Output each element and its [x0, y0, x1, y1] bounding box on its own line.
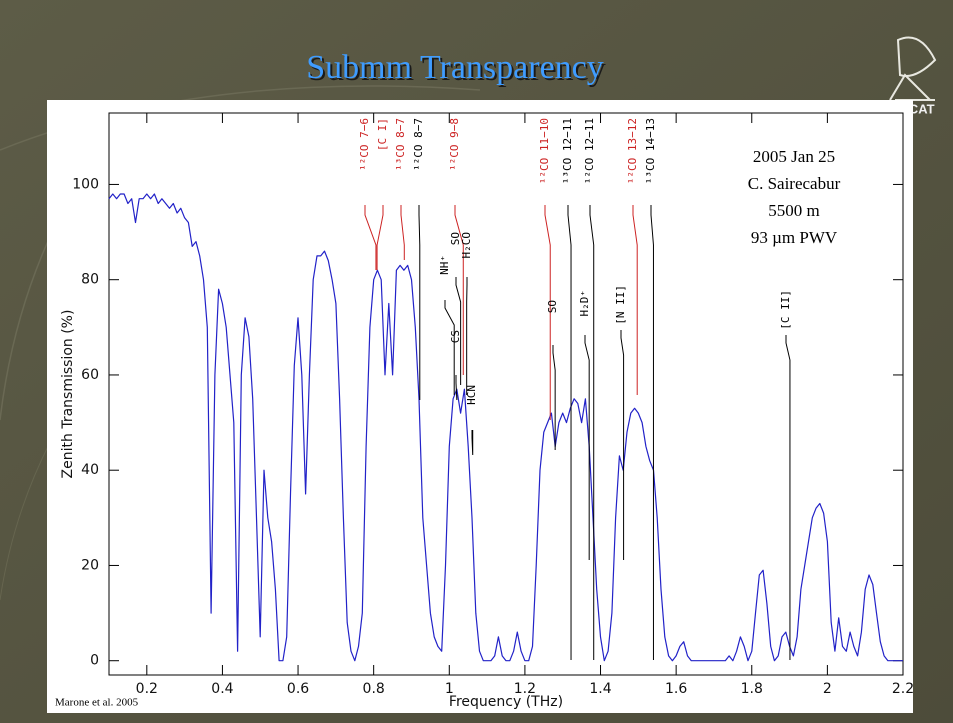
line-label: CS	[449, 330, 462, 343]
line-marker	[455, 375, 458, 401]
line-label: [C I]	[376, 118, 389, 151]
line-label: H₂D⁺	[578, 290, 591, 317]
y-tick-label: 60	[81, 367, 99, 383]
line-label: ¹³CO 12−11	[561, 118, 574, 184]
line-label: ¹²CO 7−6	[358, 118, 371, 171]
x-tick-label: 2.2	[892, 681, 914, 697]
y-tick-label: 80	[81, 272, 99, 288]
plot-frame	[108, 112, 904, 676]
line-marker	[418, 205, 421, 400]
x-tick-label: 2	[823, 681, 832, 697]
line-marker	[471, 430, 474, 456]
line-marker	[589, 205, 595, 660]
line-marker	[455, 277, 462, 385]
info-line: C. Sairecabur	[748, 174, 841, 193]
line-label: [C II]	[779, 290, 792, 330]
line-marker	[364, 205, 377, 270]
x-tick-label: 1.8	[741, 681, 763, 697]
info-line: 5500 m	[768, 201, 819, 220]
line-label: [N II]	[614, 285, 627, 325]
line-label: SO	[449, 232, 462, 245]
line-label: SO	[546, 300, 559, 313]
line-marker	[785, 335, 791, 660]
line-marker	[632, 205, 638, 395]
info-line: 93 µm PWV	[751, 228, 838, 247]
transmission-line	[108, 193, 903, 662]
x-tick-label: 1.6	[665, 681, 687, 697]
slide-title: Submm Transparency	[306, 49, 604, 86]
line-label: ¹³CO 14−13	[644, 118, 657, 184]
x-tick-label: 0.2	[136, 681, 158, 697]
line-marker	[552, 345, 556, 450]
title-shadow: Submm Transparency	[308, 51, 606, 88]
line-marker	[544, 205, 551, 420]
y-tick-label: 100	[72, 176, 99, 192]
line-label: NH⁺	[438, 255, 451, 275]
line-label: ¹²CO 9−8	[448, 118, 461, 171]
line-marker	[400, 205, 405, 260]
credit: Marone et al. 2005	[55, 697, 139, 709]
x-tick-label: 1.2	[514, 681, 536, 697]
line-marker	[650, 205, 654, 660]
line-label: ¹³CO 8−7	[394, 118, 407, 171]
x-tick-label: 0.4	[211, 681, 233, 697]
line-label: ¹²CO 13−12	[626, 118, 639, 184]
x-axis-label: Frequency (THz)	[449, 694, 563, 710]
y-tick-label: 0	[90, 653, 99, 669]
line-label: ¹²CO 11−10	[538, 118, 551, 184]
line-marker	[567, 205, 572, 660]
line-label: HCN	[465, 385, 478, 405]
line-marker	[444, 300, 455, 395]
line-marker	[454, 205, 464, 375]
y-tick-label: 40	[81, 462, 99, 478]
line-marker	[620, 330, 625, 560]
x-tick-label: 0.6	[287, 681, 309, 697]
chart-panel	[47, 100, 913, 713]
y-axis-label: Zenith Transmission (%)	[60, 310, 76, 479]
info-line: 2005 Jan 25	[753, 147, 835, 166]
x-tick-label: 0.8	[363, 681, 385, 697]
x-tick-label: 1.4	[589, 681, 611, 697]
line-label: ¹²CO 8−7	[412, 118, 425, 171]
line-label: H₂CO	[460, 232, 473, 259]
line-marker	[584, 335, 590, 560]
line-marker	[376, 205, 384, 270]
y-tick-label: 20	[81, 557, 99, 573]
line-label: ¹²CO 12−11	[583, 118, 596, 184]
x-tick-label: 1	[445, 681, 454, 697]
